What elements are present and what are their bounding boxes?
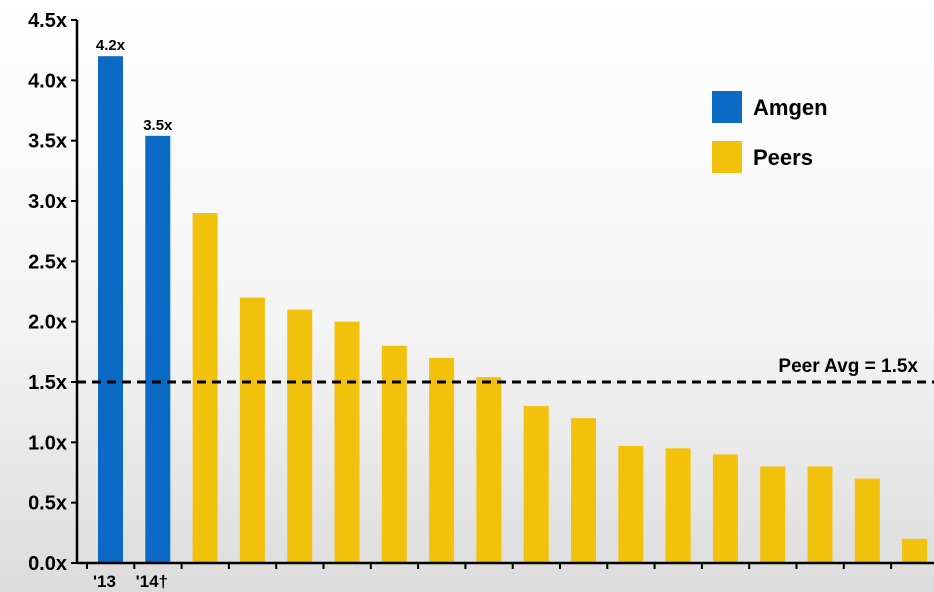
bar-peers-12 [618,445,644,563]
y-tick-label: 4.5x [28,10,67,32]
bar-amgen-1 [98,56,123,563]
bar-peers-7 [381,345,407,563]
y-tick-label: 0.0x [28,553,67,575]
bar-peers-8 [429,357,455,563]
bar-peers-17 [854,478,880,563]
y-tick-label: 0.5x [28,493,67,515]
y-tick-label: 3.0x [28,191,67,213]
legend-swatch-amgen [712,91,742,123]
bar-peers-18 [902,538,928,563]
bar-peers-11 [571,418,596,563]
bar-data-label: 4.2x [96,37,126,54]
y-tick-label: 2.0x [28,312,67,334]
bar-series: 4.2x 3.5x [96,37,928,564]
x-category-label: '13 [93,572,116,591]
bar-peers-9 [476,377,502,563]
y-tick-label: 1.5x [28,372,67,394]
legend-swatch-peers [712,141,742,173]
x-axis: '13 '14† [77,561,934,591]
bar-data-label: 3.5x [143,117,173,134]
bar-peers-13 [665,448,691,563]
legend-label-amgen: Amgen [753,95,828,120]
bar-peers-15 [760,466,786,563]
y-axis: 0.0x 0.5x 1.0x 1.5x 2.0x 2.5x 3.0x 3.5x 4.0x 4.5x [28,10,79,575]
bar-amgen-2 [145,135,171,563]
peer-average-label: Peer Avg = 1.5x [778,356,918,377]
y-tick-label: 4.0x [28,70,67,92]
x-category-label: '14† [136,572,168,591]
bar-peers-3 [192,213,218,564]
bar-peers-5 [287,309,313,563]
bar-peers-6 [334,321,360,563]
legend: Amgen Peers [712,91,828,173]
y-tick-label: 2.5x [28,251,67,273]
legend-label-peers: Peers [753,145,813,170]
peer-average-line-group: Peer Avg = 1.5x [77,356,934,384]
bar-peers-16 [807,466,833,563]
y-tick-label: 1.0x [28,432,67,454]
bar-peers-4 [239,297,265,563]
bar-peers-10 [523,406,549,563]
bar-peers-14 [712,454,738,563]
y-tick-label: 3.5x [28,131,67,153]
